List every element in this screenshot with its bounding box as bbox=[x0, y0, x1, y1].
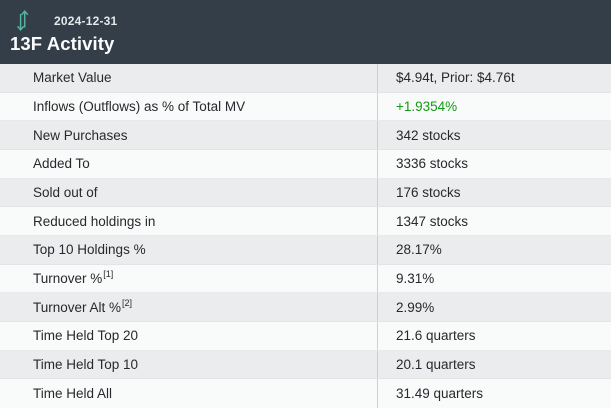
page-title: 13F Activity bbox=[10, 33, 115, 54]
row-value: $4.94t, Prior: $4.76t bbox=[396, 70, 515, 86]
table-row-4: Sold out of 176 stocks bbox=[0, 178, 611, 208]
row-value: 28.17% bbox=[396, 242, 442, 258]
row-value: +1.9354% bbox=[396, 98, 458, 114]
row-label: New Purchases bbox=[0, 121, 378, 149]
row-label: Time Held Top 10 bbox=[0, 350, 378, 379]
table-row-8: Turnover Alt % [2] 2.99% bbox=[0, 293, 611, 322]
table-row-6: Top 10 Holdings % 28.17% bbox=[0, 235, 611, 265]
row-label: Turnover Alt % [2] bbox=[0, 293, 378, 321]
row-value: 20.1 quarters bbox=[396, 356, 476, 372]
footnote-ref: [2] bbox=[122, 297, 133, 308]
report-date: 2024-12-31 bbox=[54, 14, 118, 28]
row-value: 31.49 quarters bbox=[396, 386, 484, 402]
table-row-3: Added To 3336 stocks bbox=[0, 149, 611, 179]
table-row-2: New Purchases 342 stocks bbox=[0, 121, 611, 150]
table-row-9: Time Held Top 20 21.6 quarters bbox=[0, 321, 611, 351]
table-row-0: Market Value $4.94t, Prior: $4.76t bbox=[0, 64, 611, 93]
row-value: 342 stocks bbox=[396, 127, 461, 143]
table-row-7: Turnover % [1] 9.31% bbox=[0, 264, 611, 294]
table-row-11: Time Held All 31.49 quarters bbox=[0, 379, 611, 408]
row-label: Market Value bbox=[0, 64, 378, 92]
footnote-ref: [1] bbox=[103, 268, 114, 279]
row-value: 21.6 quarters bbox=[396, 328, 476, 344]
table-row-10: Time Held Top 10 20.1 quarters bbox=[0, 350, 611, 380]
row-value: 176 stocks bbox=[396, 184, 461, 200]
row-label: Reduced holdings in bbox=[0, 207, 378, 235]
row-value: 2.99% bbox=[396, 299, 435, 315]
row-value: 1347 stocks bbox=[396, 213, 469, 229]
row-value: 3336 stocks bbox=[396, 156, 469, 172]
row-label: Time Held Top 20 bbox=[0, 321, 378, 350]
row-label: Turnover % [1] bbox=[0, 264, 378, 293]
row-label: Top 10 Holdings % bbox=[0, 235, 378, 264]
row-label: Sold out of bbox=[0, 178, 378, 207]
table-row-5: Reduced holdings in 1347 stocks bbox=[0, 207, 611, 236]
row-label: Inflows (Outflows) as % of Total MV bbox=[0, 92, 378, 121]
13f-activity-table: Market Value $4.94t, Prior: $4.76t Inflo… bbox=[0, 64, 611, 408]
row-label: Time Held All bbox=[0, 379, 378, 408]
row-value: 9.31% bbox=[396, 270, 435, 286]
up-down-arrows-icon bbox=[17, 9, 29, 32]
row-label: Added To bbox=[0, 149, 378, 178]
table-row-1: Inflows (Outflows) as % of Total MV +1.9… bbox=[0, 92, 611, 122]
panel-header: 2024-12-31 13F Activity bbox=[0, 0, 611, 64]
